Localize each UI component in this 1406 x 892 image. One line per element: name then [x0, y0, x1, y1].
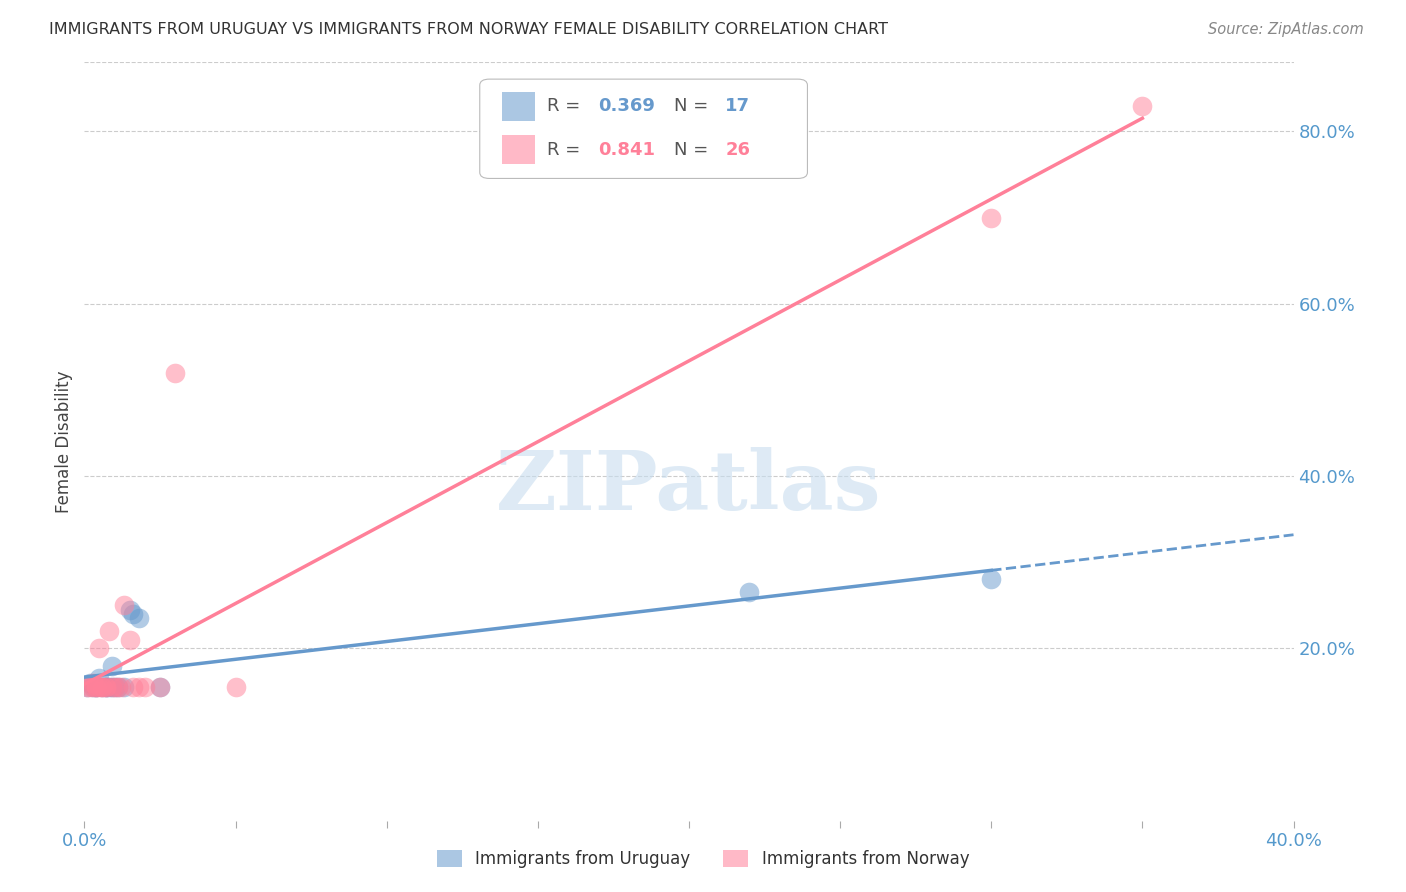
Point: [980, 211, 1002, 225]
Point: [980, 573, 1002, 587]
Point: [225, 680, 247, 694]
Point: [165, 366, 187, 380]
Point: [121, 680, 143, 694]
Point: [94, 680, 117, 694]
Point: [76, 680, 98, 694]
Point: [94, 680, 117, 694]
Point: [100, 658, 122, 673]
Point: [79, 675, 101, 690]
Point: [89, 680, 111, 694]
Point: [149, 680, 172, 694]
Point: [104, 680, 127, 694]
Text: N =: N =: [675, 97, 714, 115]
Text: 26: 26: [725, 141, 751, 159]
Point: [91, 680, 114, 694]
Point: [100, 680, 122, 694]
Point: [76, 680, 98, 694]
Text: 0.841: 0.841: [599, 141, 655, 159]
Point: [94, 680, 117, 694]
Point: [79, 680, 101, 694]
Point: [128, 611, 150, 625]
Point: [86, 680, 108, 694]
Point: [91, 680, 114, 694]
Point: [118, 632, 141, 647]
Point: [100, 680, 122, 694]
Point: [107, 680, 129, 694]
Point: [82, 680, 104, 694]
Point: [94, 680, 117, 694]
Point: [86, 680, 108, 694]
Bar: [502, 136, 536, 164]
Point: [121, 607, 143, 621]
Point: [118, 602, 141, 616]
Bar: [502, 92, 536, 120]
Point: [86, 680, 108, 694]
Point: [149, 680, 172, 694]
Y-axis label: Female Disability: Female Disability: [55, 370, 73, 513]
Text: Source: ZipAtlas.com: Source: ZipAtlas.com: [1208, 22, 1364, 37]
Text: R =: R =: [547, 97, 586, 115]
Point: [97, 624, 120, 639]
Text: 17: 17: [725, 97, 751, 115]
Text: IMMIGRANTS FROM URUGUAY VS IMMIGRANTS FROM NORWAY FEMALE DISABILITY CORRELATION : IMMIGRANTS FROM URUGUAY VS IMMIGRANTS FR…: [49, 22, 889, 37]
Point: [89, 672, 111, 686]
Point: [112, 680, 135, 694]
Point: [738, 585, 761, 599]
Point: [89, 641, 111, 656]
Point: [110, 680, 132, 694]
Text: R =: R =: [547, 141, 586, 159]
Text: 0.369: 0.369: [599, 97, 655, 115]
Point: [112, 599, 135, 613]
Point: [91, 680, 114, 694]
Point: [82, 680, 104, 694]
Point: [104, 680, 127, 694]
Point: [97, 680, 120, 694]
Legend: Immigrants from Uruguay, Immigrants from Norway: Immigrants from Uruguay, Immigrants from…: [430, 843, 976, 875]
Point: [1130, 98, 1153, 112]
Point: [128, 680, 150, 694]
FancyBboxPatch shape: [479, 79, 807, 178]
Point: [82, 675, 104, 690]
Text: N =: N =: [675, 141, 714, 159]
Point: [86, 680, 108, 694]
Text: ZIPatlas: ZIPatlas: [496, 447, 882, 527]
Point: [107, 680, 129, 694]
Point: [134, 680, 156, 694]
